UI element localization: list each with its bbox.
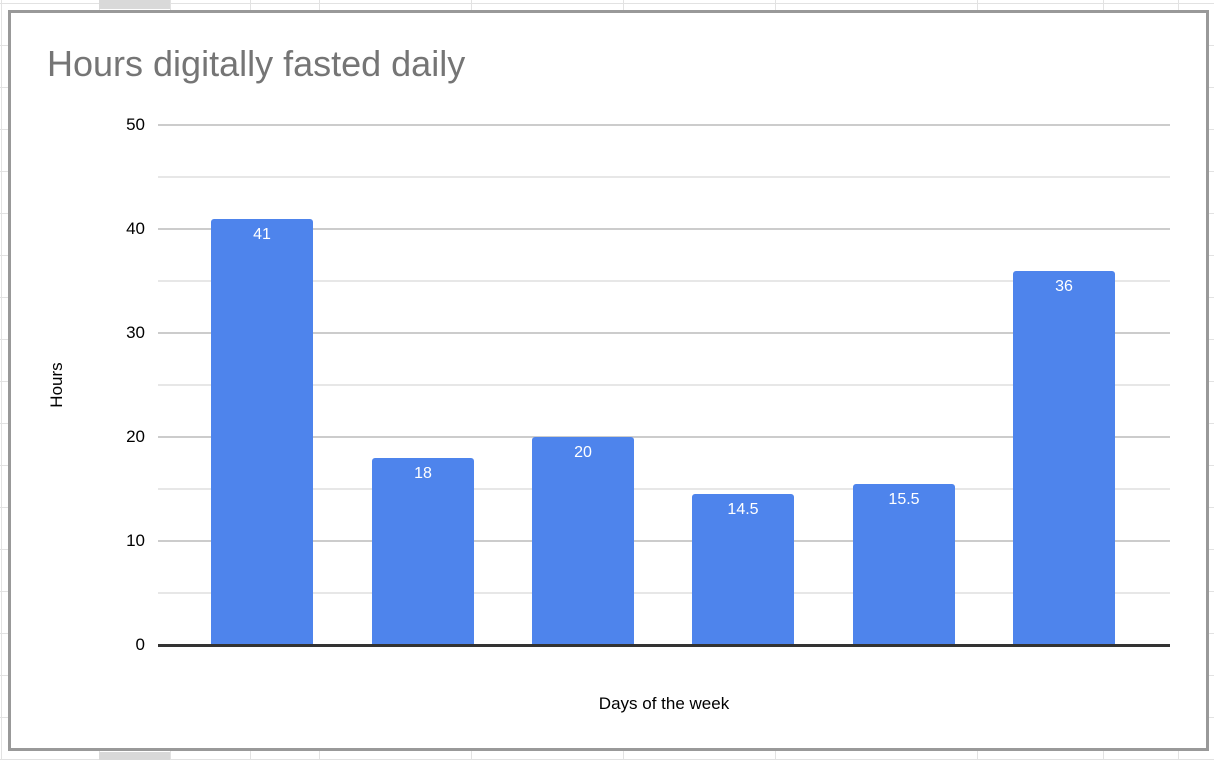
highlighted-cell[interactable] bbox=[99, 0, 170, 9]
y-tick-label: 10 bbox=[126, 531, 145, 550]
minor-gridline bbox=[158, 488, 1170, 490]
major-gridline bbox=[158, 124, 1170, 126]
highlighted-cell[interactable] bbox=[99, 752, 170, 760]
bar-value-label: 41 bbox=[253, 226, 271, 243]
bg-row-gridline bbox=[0, 3, 1214, 4]
y-tick-label: 40 bbox=[126, 219, 145, 238]
bar-value-label: 15.5 bbox=[888, 491, 920, 508]
bar[interactable]: 18 bbox=[372, 458, 474, 645]
y-tick-label: 20 bbox=[126, 427, 145, 446]
bar[interactable]: 36 bbox=[1013, 271, 1115, 645]
bar-value-label: 14.5 bbox=[727, 501, 759, 518]
bar-value-label: 36 bbox=[1055, 278, 1073, 295]
minor-gridline bbox=[158, 176, 1170, 178]
bar-value-label: 20 bbox=[574, 444, 592, 461]
bg-column-gridline bbox=[1, 0, 2, 760]
chart-title: Hours digitally fasted daily bbox=[47, 43, 466, 84]
major-gridline bbox=[158, 228, 1170, 230]
major-gridline bbox=[158, 332, 1170, 334]
bar[interactable]: 20 bbox=[532, 437, 634, 645]
bar-value-label: 18 bbox=[414, 465, 432, 482]
x-axis-title: Days of the week bbox=[598, 694, 730, 713]
y-tick-label: 50 bbox=[126, 115, 145, 134]
y-axis-title: Hours bbox=[47, 362, 66, 408]
bar[interactable]: 14.5 bbox=[692, 494, 794, 645]
bar[interactable]: 41 bbox=[211, 219, 313, 645]
bar[interactable]: 15.5 bbox=[853, 484, 955, 645]
minor-gridline bbox=[158, 384, 1170, 386]
minor-gridline bbox=[158, 592, 1170, 594]
minor-gridline bbox=[158, 280, 1170, 282]
major-gridline bbox=[158, 540, 1170, 542]
chart-card[interactable]: Hours digitally fasted daily 41 18 20 14.5 1… bbox=[8, 10, 1209, 751]
y-tick-label: 30 bbox=[126, 323, 145, 342]
y-tick-label: 0 bbox=[135, 635, 145, 654]
x-axis-baseline bbox=[158, 644, 1170, 647]
plot-area: 41 18 20 14.5 15.5 36 bbox=[158, 124, 1170, 647]
major-gridline bbox=[158, 436, 1170, 438]
